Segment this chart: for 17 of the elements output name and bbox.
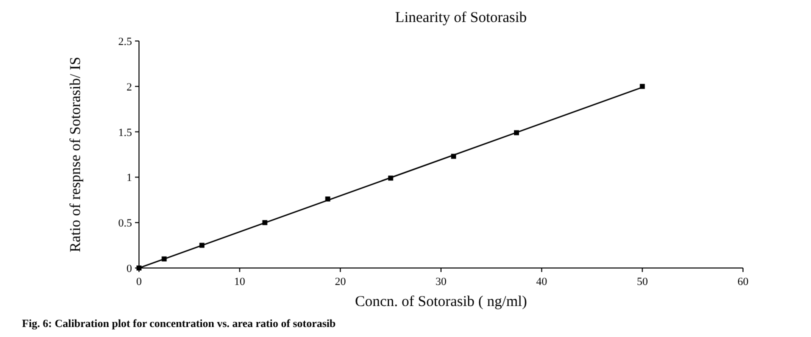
x-tick-label: 30 (436, 276, 447, 288)
x-tick-label: 20 (334, 276, 346, 288)
caption: Fig. 6: Calibration plot for concentration vs. area ratio of sotorasib (22, 318, 336, 330)
x-tick-label: 60 (738, 276, 749, 288)
x-tick-label: 40 (536, 276, 548, 288)
y-tick-label: 1.5 (118, 126, 132, 139)
chart-title: Linearity of Sotorasib (395, 10, 527, 26)
y-tick-label: 2.5 (118, 36, 132, 48)
x-tick-label: 10 (234, 276, 246, 288)
y-tick-label: 2 (126, 81, 132, 94)
x-axis-title: Concn. of Sotorasib ( ng/ml) (354, 294, 528, 310)
y-tick-label: 1 (126, 172, 132, 184)
x-tick-label: 0 (136, 276, 142, 288)
y-tick-label: 0.5 (118, 218, 132, 230)
y-axis-title: Ratio of respnse of Sotorasib/ IS (68, 56, 84, 252)
y-tick-label: 0 (126, 263, 132, 275)
x-tick-label: 50 (636, 276, 648, 288)
